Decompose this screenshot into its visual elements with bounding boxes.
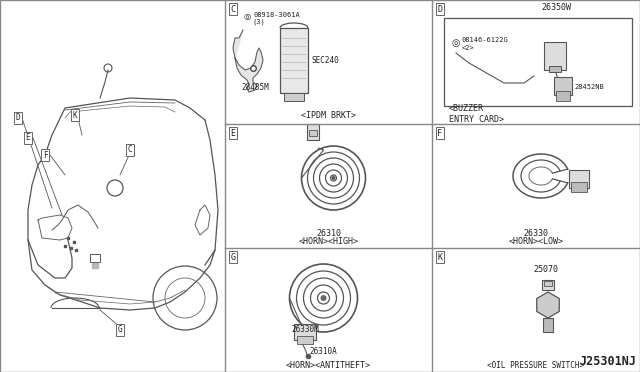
- Text: ◎: ◎: [452, 38, 460, 48]
- Text: 25070: 25070: [534, 266, 559, 275]
- Text: <HORN><ANTITHEFT>: <HORN><ANTITHEFT>: [286, 362, 371, 371]
- Text: K: K: [73, 110, 77, 119]
- Bar: [307, 124, 319, 140]
- Text: <BUZZER
ENTRY CARD>: <BUZZER ENTRY CARD>: [449, 104, 504, 124]
- Text: C: C: [128, 145, 132, 154]
- Bar: [554, 77, 572, 95]
- Text: D: D: [16, 113, 20, 122]
- Bar: [544, 42, 566, 70]
- Bar: [280, 28, 308, 93]
- Text: 26310: 26310: [316, 230, 341, 238]
- Text: <HORN><HIGH>: <HORN><HIGH>: [298, 237, 358, 247]
- Bar: [294, 324, 316, 340]
- Text: K: K: [438, 253, 442, 262]
- Text: ◎: ◎: [243, 12, 251, 20]
- Circle shape: [321, 295, 326, 301]
- Bar: [556, 91, 570, 101]
- Polygon shape: [233, 30, 263, 92]
- Bar: [90, 254, 100, 262]
- Text: G: G: [230, 253, 236, 262]
- Bar: [542, 280, 554, 290]
- Text: 26310A: 26310A: [310, 347, 337, 356]
- Text: 08918-3061A: 08918-3061A: [253, 12, 300, 18]
- Bar: [444, 18, 632, 106]
- Bar: [308, 130, 317, 136]
- Text: F: F: [43, 151, 47, 160]
- Text: 08146-6122G: 08146-6122G: [462, 37, 509, 43]
- Text: <HORN><LOW>: <HORN><LOW>: [509, 237, 563, 247]
- Text: C: C: [230, 4, 236, 13]
- Text: E: E: [230, 128, 236, 138]
- Text: <IPDM BRKT>: <IPDM BRKT>: [301, 112, 356, 121]
- Text: 28485M: 28485M: [241, 83, 269, 93]
- Polygon shape: [537, 292, 559, 318]
- Bar: [569, 170, 589, 188]
- Text: (3): (3): [253, 19, 266, 25]
- Bar: [92, 263, 98, 268]
- Bar: [543, 318, 553, 332]
- Text: D: D: [438, 4, 442, 13]
- Bar: [571, 182, 587, 192]
- Circle shape: [332, 176, 335, 180]
- Bar: [544, 281, 552, 286]
- Bar: [549, 66, 561, 72]
- Text: 26350W: 26350W: [541, 3, 571, 13]
- Text: 26330M: 26330M: [291, 326, 319, 334]
- Text: 26330: 26330: [524, 230, 548, 238]
- Bar: [296, 336, 312, 344]
- Text: E: E: [26, 134, 30, 142]
- Bar: [284, 93, 304, 101]
- Text: J25301NJ: J25301NJ: [579, 355, 636, 368]
- Text: G: G: [118, 326, 122, 334]
- Text: 28452NB: 28452NB: [574, 84, 604, 90]
- Text: F: F: [438, 128, 442, 138]
- Text: <OIL PRESSURE SWITCH>: <OIL PRESSURE SWITCH>: [488, 362, 584, 371]
- Text: SEC240: SEC240: [311, 56, 339, 65]
- Text: <2>: <2>: [462, 45, 475, 51]
